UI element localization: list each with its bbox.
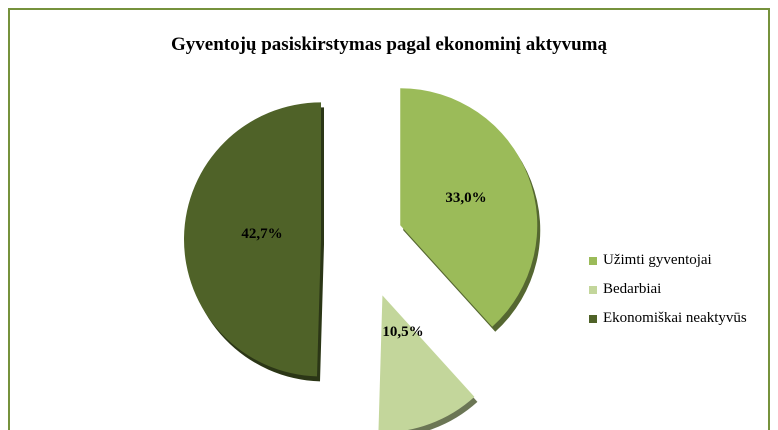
slice-uzimti-label: 33,0% (445, 190, 486, 206)
legend-swatch (589, 314, 597, 323)
slice-bedarbiai (378, 295, 475, 430)
chart-title: Gyventojų pasiskirstymas pagal ekonominį… (170, 34, 607, 55)
chart-legend: Užimti gyventojai Bedarbiai Ekonomiškai … (589, 246, 747, 333)
legend-label: Ekonomiškai neaktyvūs (603, 310, 747, 326)
legend-item-uzimti: Užimti gyventojai (589, 246, 747, 275)
legend-swatch (589, 285, 597, 294)
slice-uzimti (400, 88, 538, 327)
legend-label: Užimti gyventojai (603, 252, 712, 268)
slice-neaktyvus-label: 42,7% (241, 226, 282, 242)
legend-label: Bedarbiai (603, 281, 662, 297)
slice-neaktyvus (184, 102, 322, 377)
legend-item-bedarbiai: Bedarbiai (589, 275, 747, 304)
legend-swatch (589, 256, 597, 265)
slice-bedarbiai-label: 10,5% (382, 324, 423, 340)
legend-item-neaktyvus: Ekonomiškai neaktyvūs (589, 304, 747, 333)
